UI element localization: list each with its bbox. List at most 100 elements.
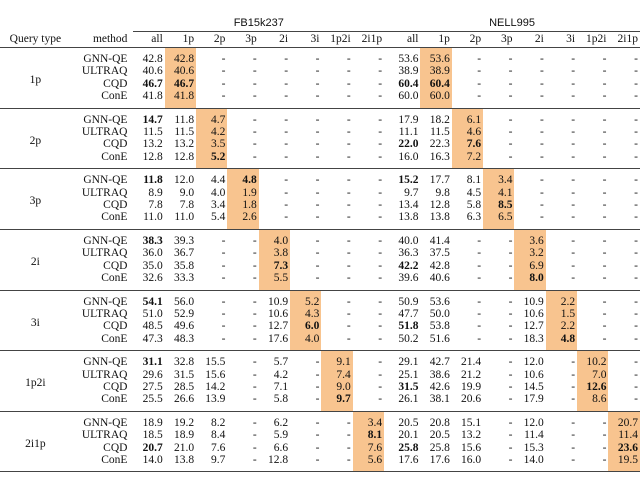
- cell: -: [602, 126, 607, 139]
- cell: -: [252, 138, 257, 151]
- cell: 9.1: [321, 350, 353, 369]
- cell: 31.5: [173, 368, 195, 381]
- cell: 18.9: [133, 410, 165, 430]
- cell: -: [539, 211, 544, 224]
- cell: -: [483, 289, 515, 308]
- cell: 12.0: [164, 168, 197, 187]
- cell: 3.8: [258, 247, 291, 260]
- cell: 4.8: [545, 332, 578, 351]
- table-row: ConE 47.3 48.3- -17.6 4.0- -50.2 51.6- -18.3 4.8…: [0, 332, 640, 351]
- cell: 29.6: [142, 368, 163, 381]
- cell: 8.0: [514, 272, 546, 290]
- cell: -: [221, 307, 226, 320]
- cell: -: [221, 65, 226, 78]
- cell: 13.2: [461, 429, 482, 442]
- table-row: CQD 27.5 28.5 14.2-7.1-9.0-31.5 42.6 19.9-14.…: [0, 380, 640, 394]
- cell: -: [252, 393, 257, 406]
- cell: -: [451, 228, 484, 248]
- column-header: 2i: [514, 31, 546, 48]
- cell: 2.2: [545, 320, 578, 333]
- cell: 32.6: [142, 272, 163, 285]
- cell: 6.6: [273, 441, 289, 454]
- cell: 12.6: [577, 380, 609, 394]
- cell: 13.4: [398, 199, 419, 212]
- cell: -: [602, 211, 607, 224]
- cell: -: [378, 320, 383, 333]
- cell: -: [508, 77, 513, 90]
- cell: -: [346, 320, 351, 333]
- cell: 11.0: [174, 211, 195, 224]
- cell: -: [378, 90, 383, 103]
- cell: 46.7: [164, 77, 197, 91]
- cell: -: [545, 350, 578, 369]
- cell: -: [508, 380, 513, 393]
- cell: -: [252, 380, 257, 393]
- cell: 60.4: [398, 77, 419, 90]
- cell: -: [477, 332, 482, 345]
- cell: -: [221, 272, 226, 285]
- cell: 46.7: [142, 77, 163, 90]
- cell: 9.7: [321, 393, 353, 412]
- cell: -: [321, 228, 353, 248]
- cell: 14.7: [133, 107, 165, 127]
- cell: 17.7: [420, 168, 452, 187]
- cell: 28.5: [173, 380, 195, 393]
- spacer: [71, 16, 134, 32]
- cell: 8.4: [211, 429, 226, 442]
- cell: -: [577, 107, 609, 127]
- cell: -: [602, 272, 607, 285]
- cell: -: [477, 272, 482, 285]
- cell: -: [252, 53, 257, 65]
- table-row: ConE 12.8 12.8 5.2- - - - -16.0 16.3 7.2- - - - -: [0, 150, 640, 169]
- cell: 7.6: [451, 138, 484, 151]
- query-type: 2p: [0, 107, 71, 169]
- method: GNN-QE: [70, 228, 134, 248]
- cell: -: [346, 441, 351, 454]
- cell: 10.2: [577, 350, 609, 369]
- cell: 12.8: [142, 150, 163, 163]
- cell: 16.0: [398, 150, 419, 163]
- cell: 12.8: [173, 150, 195, 163]
- cell: -: [346, 53, 351, 65]
- cell: -: [539, 65, 544, 78]
- cell: 10.9: [258, 289, 291, 308]
- cell: 20.1: [398, 429, 419, 442]
- table-row: ConE 32.6 33.3- -5.5- - -39.6 40.6- -8.0- - -: [0, 272, 640, 290]
- cell: -: [571, 138, 576, 151]
- cell: 12.8: [267, 453, 289, 466]
- cell: 11.1: [398, 126, 419, 139]
- column-header: 2p: [451, 31, 484, 48]
- cell: 17.6: [398, 453, 419, 466]
- cell: -: [608, 168, 640, 187]
- cell: 8.1: [451, 168, 484, 187]
- cell: -: [378, 307, 383, 320]
- cell: 5.5: [258, 272, 291, 290]
- cell: 15.5: [196, 350, 228, 369]
- cell: 4.4: [196, 168, 228, 187]
- cell: 26.1: [398, 393, 419, 406]
- cell: 49.6: [173, 320, 195, 333]
- cell: -: [252, 126, 257, 139]
- cell: -: [378, 259, 383, 272]
- cell: -: [284, 126, 289, 139]
- cell: -: [634, 368, 638, 381]
- cell: 20.7: [142, 441, 163, 454]
- method: CQD: [103, 259, 128, 272]
- column-header: 2i: [258, 31, 291, 48]
- method: ConE: [101, 332, 128, 345]
- cell: -: [514, 107, 546, 127]
- cell: 14.0: [523, 453, 544, 466]
- cell: 7.2: [451, 150, 484, 169]
- cell: 3.5: [196, 138, 228, 151]
- cell: -: [378, 53, 383, 65]
- cell: -: [571, 453, 576, 466]
- cell: -: [508, 53, 513, 65]
- cell: -: [508, 307, 513, 320]
- cell: 3.4: [211, 199, 226, 212]
- cell: 7.6: [352, 441, 385, 454]
- cell: -: [315, 186, 320, 199]
- cell: -: [571, 272, 576, 285]
- cell: 60.0: [398, 90, 419, 103]
- cell: -: [571, 259, 576, 272]
- cell: 2.2: [545, 289, 578, 308]
